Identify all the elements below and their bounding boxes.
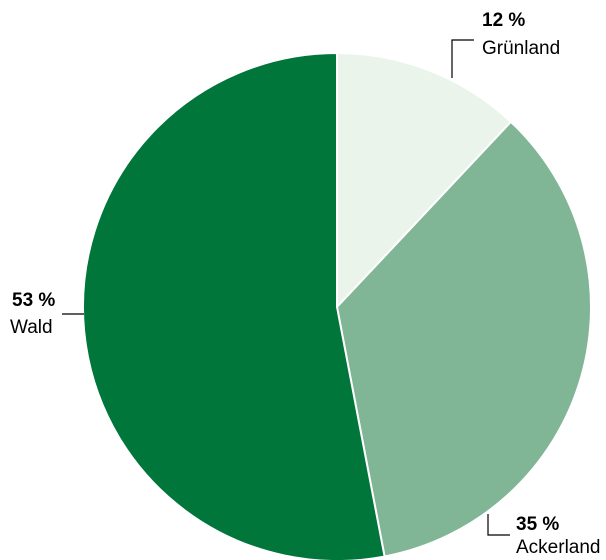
slice-name-gruenland: Grünland <box>482 38 560 59</box>
slice-percent-gruenland: 12 % <box>482 10 525 31</box>
label-gruenland: 12 % Grünland <box>451 10 560 78</box>
label-ackerland: 35 % Ackerland <box>487 514 601 558</box>
pie-slice-ackerland <box>336 120 592 558</box>
leader-line-ackerland <box>487 514 510 536</box>
slice-name-wald: Wald <box>10 317 53 338</box>
slice-name-ackerland: Ackerland <box>516 537 601 558</box>
slice-percent-ackerland: 35 % <box>516 514 559 535</box>
pie-slices <box>82 52 592 560</box>
pie-slice-gruenland <box>336 52 512 308</box>
pie-slice-wald <box>82 52 386 560</box>
label-wald: 53 % Wald <box>10 290 84 338</box>
leader-line-gruenland <box>451 39 474 78</box>
slice-percent-wald: 53 % <box>12 290 55 311</box>
